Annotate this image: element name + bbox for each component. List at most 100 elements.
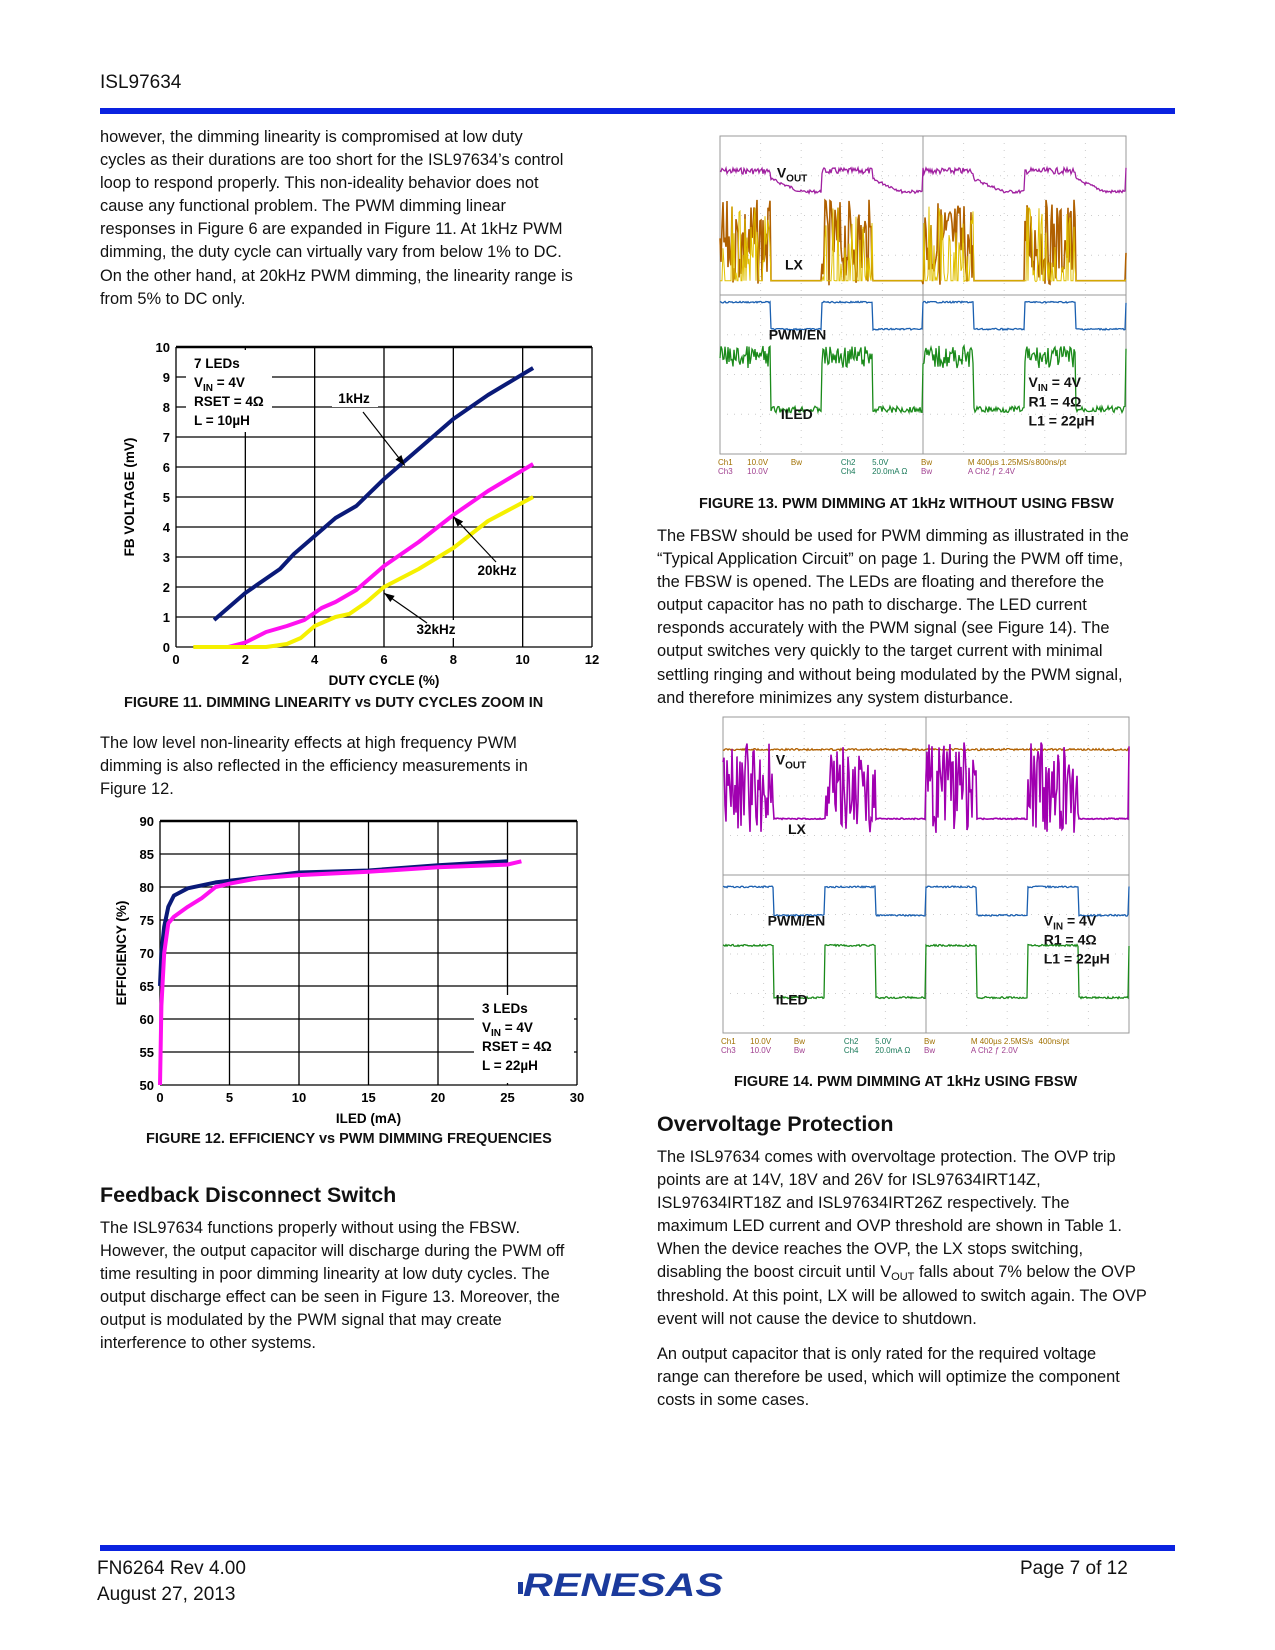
scope-readout: Bw xyxy=(791,458,802,467)
series-line-1 xyxy=(207,462,535,649)
scope-readout: 5.0V xyxy=(872,458,889,467)
fbsw-paragraph: The ISL97634 functions properly without … xyxy=(100,1217,564,1356)
scope-readout: 400ns/pt xyxy=(1039,1037,1070,1046)
scope-readout: 5.0V xyxy=(875,1037,892,1046)
efficiency-intro-paragraph: The low level non-linearity effects at h… xyxy=(100,732,528,801)
text-line: event will not cause the device to shutd… xyxy=(657,1309,977,1328)
y-tick-label: 65 xyxy=(140,979,154,994)
y-tick-label: 4 xyxy=(163,520,171,535)
annotation-line: VIN = 4V xyxy=(482,1020,533,1039)
x-tick-label: 25 xyxy=(500,1090,514,1105)
x-axis-label: DUTY CYCLE (%) xyxy=(329,673,440,688)
section-heading-fbsw: Feedback Disconnect Switch xyxy=(100,1183,397,1207)
vout-trace xyxy=(719,165,1127,195)
annotation-background xyxy=(186,350,272,432)
text-line: The ISL97634 functions properly without … xyxy=(100,1219,521,1237)
y-axis-label: FB VOLTAGE (mV) xyxy=(122,438,137,557)
text-line: however, the dimming linearity is compro… xyxy=(100,128,523,146)
trace-label-lx: LX xyxy=(785,257,804,273)
y-tick-label: 2 xyxy=(163,580,170,595)
figure-14-caption: FIGURE 14. PWM DIMMING AT 1kHz USING FBS… xyxy=(734,1074,1078,1090)
label-arrowhead xyxy=(395,455,405,466)
annotation-line: VIN = 4V xyxy=(194,375,245,394)
x-axis-label: ILED (mA) xyxy=(336,1111,401,1126)
section-heading-ovp: Overvoltage Protection xyxy=(657,1112,894,1136)
series-label: 1kHz xyxy=(338,391,370,406)
text-line: On the other hand, at 20kHz PWM dimming,… xyxy=(100,266,573,285)
ovp-capacitor-paragraph: An output capacitor that is only rated f… xyxy=(657,1343,1120,1412)
scope-readout: Ch3 xyxy=(718,467,733,476)
trace-label-pwm: PWM/EN xyxy=(768,913,826,929)
footer-doc-rev: FN6264 Rev 4.00 xyxy=(97,1558,246,1579)
x-tick-label: 4 xyxy=(311,652,319,667)
subscript: OUT xyxy=(891,1271,915,1284)
label-arrowhead xyxy=(453,516,464,527)
y-tick-label: 75 xyxy=(140,913,154,928)
text-line: The low level non-linearity effects at h… xyxy=(100,734,517,752)
trace-label-l1: L1 = 22µH xyxy=(1029,412,1095,428)
scope-readout: 10.0V xyxy=(747,467,769,476)
x-tick-label: 15 xyxy=(361,1090,375,1105)
figure-12-chart: 0 5 10 15 20 25 30 50 55 60 65 70 75 80 85 90 ILED (mA) E… xyxy=(114,814,584,1126)
label-arrowhead xyxy=(384,593,395,603)
pwm-trace xyxy=(719,300,1127,332)
scope-readout: Ch1 xyxy=(718,458,733,467)
document-id-header: ISL97634 xyxy=(100,72,182,93)
scope-readout: 20.0mA Ω xyxy=(875,1046,910,1055)
x-tick-label: 0 xyxy=(156,1090,163,1105)
trace-label-r1: R1 = 4Ω xyxy=(1029,393,1082,409)
trace-label-pwm: PWM/EN xyxy=(769,327,827,343)
scope-readout: M 400µs 2.5MS/s xyxy=(971,1037,1033,1046)
scope-readout: 10.0V xyxy=(750,1037,772,1046)
y-tick-label: 50 xyxy=(140,1078,154,1093)
iled-trace xyxy=(719,343,1127,415)
renesas-logo: RENESAS xyxy=(518,1566,728,1611)
trace-label-vout: VOUT xyxy=(777,164,807,184)
annotation-line: 3 LEDs xyxy=(482,1001,528,1016)
pwm-trace xyxy=(722,884,1130,918)
text-line: “Typical Application Circuit” on page 1.… xyxy=(657,550,1124,569)
scope-readout: Ch3 xyxy=(721,1046,736,1055)
annotation-line: RSET = 4Ω xyxy=(482,1039,552,1054)
iled-trace xyxy=(722,943,1130,1000)
text-line: output capacitor has no path to discharg… xyxy=(657,596,1087,615)
lx-trace-overlay xyxy=(720,206,1127,283)
text-segment: falls about 7% below the OVP xyxy=(914,1263,1136,1282)
text-line: ISL97634IRT18Z and ISL97634IRT26Z respec… xyxy=(657,1194,1070,1213)
text-line: interference to other systems. xyxy=(100,1334,316,1353)
y-tick-label: 3 xyxy=(163,550,170,565)
text-line: cause any functional problem. The PWM di… xyxy=(100,197,507,216)
x-tick-label: 10 xyxy=(292,1090,306,1105)
series-label-background xyxy=(332,389,378,407)
y-tick-label: 80 xyxy=(140,880,154,895)
text-line: points are at 14V, 18V and 26V for ISL97… xyxy=(657,1171,1041,1190)
y-tick-label: 7 xyxy=(163,430,170,445)
text-line: the FBSW is opened. The LEDs are floatin… xyxy=(657,573,1105,592)
annotation-line: L = 22µH xyxy=(482,1058,538,1073)
y-tick-label: 90 xyxy=(140,814,154,829)
text-line: threshold. At this point, LX will be all… xyxy=(657,1286,1147,1305)
scope-readout: Bw xyxy=(924,1037,935,1046)
label-arrow-line xyxy=(452,516,497,563)
x-tick-label: 8 xyxy=(450,652,457,667)
series-line-1 xyxy=(158,859,522,1086)
svg-text:RENESAS: RENESAS xyxy=(523,1567,724,1603)
trace-label-iled: ILED xyxy=(781,406,813,422)
scope-readout: Bw xyxy=(794,1046,805,1055)
lx-trace xyxy=(722,742,1130,833)
scope-readout: Ch4 xyxy=(844,1046,859,1055)
trace-label-vin: VIN = 4V xyxy=(1044,913,1097,933)
text-line: An output capacitor that is only rated f… xyxy=(657,1345,1097,1363)
y-tick-label: 1 xyxy=(163,610,170,625)
y-tick-label: 5 xyxy=(163,490,170,505)
x-tick-label: 20 xyxy=(431,1090,445,1105)
scope-readout: Ch4 xyxy=(841,467,856,476)
y-tick-label: 9 xyxy=(163,370,170,385)
scope-readout: Bw xyxy=(924,1046,935,1055)
x-tick-label: 6 xyxy=(380,652,387,667)
x-tick-label: 2 xyxy=(242,652,249,667)
intro-paragraph: however, the dimming linearity is compro… xyxy=(100,126,573,311)
text-line: The FBSW should be used for PWM dimming … xyxy=(657,527,1129,545)
